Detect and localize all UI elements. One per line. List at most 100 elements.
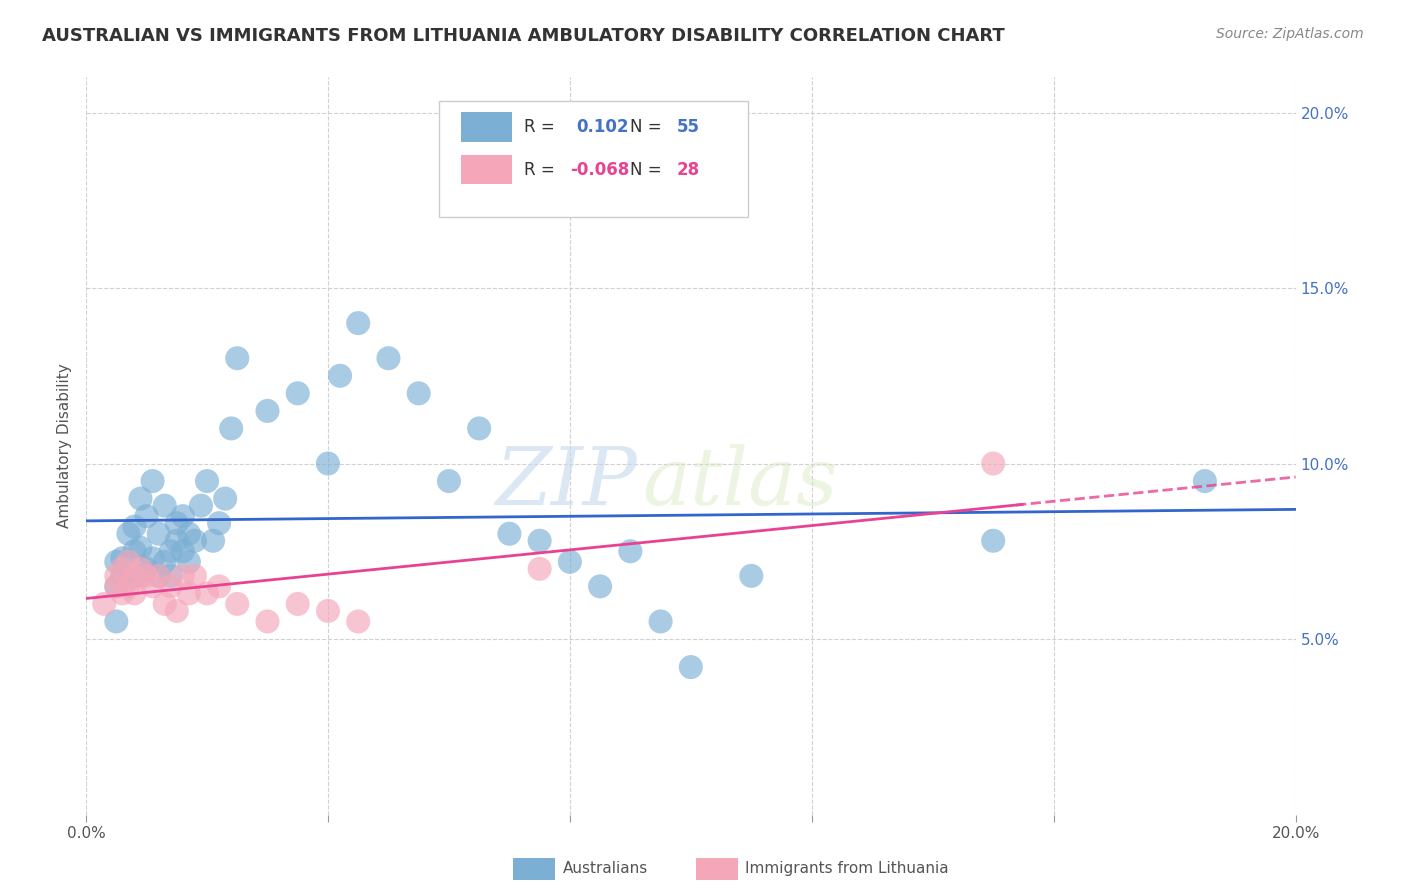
Point [377, 351, 399, 366]
Point [347, 316, 370, 330]
Text: R =: R = [524, 161, 554, 178]
Point [316, 457, 339, 471]
Text: 55: 55 [676, 118, 699, 136]
Point [219, 421, 242, 435]
Point [129, 541, 152, 555]
Point [105, 615, 128, 629]
FancyBboxPatch shape [439, 101, 748, 218]
Point [650, 615, 672, 629]
Point [135, 569, 157, 583]
Point [148, 526, 170, 541]
Text: 28: 28 [676, 161, 699, 178]
Point [159, 579, 181, 593]
Point [177, 586, 200, 600]
Text: atlas: atlas [643, 444, 838, 522]
Point [117, 526, 139, 541]
Text: AUSTRALIAN VS IMMIGRANTS FROM LITHUANIA AMBULATORY DISABILITY CORRELATION CHART: AUSTRALIAN VS IMMIGRANTS FROM LITHUANIA … [42, 27, 1005, 45]
Point [135, 562, 157, 576]
Text: Australians: Australians [562, 862, 648, 876]
Point [124, 586, 146, 600]
Y-axis label: Ambulatory Disability: Ambulatory Disability [58, 364, 72, 528]
Point [124, 544, 146, 558]
Point [111, 586, 134, 600]
Point [159, 569, 181, 583]
Point [287, 386, 309, 401]
Point [93, 597, 115, 611]
Point [619, 544, 641, 558]
Point [129, 569, 152, 583]
Point [142, 551, 165, 566]
Point [166, 516, 188, 531]
Point [679, 660, 702, 674]
Point [589, 579, 612, 593]
Text: 0.102: 0.102 [576, 118, 628, 136]
Text: Immigrants from Lithuania: Immigrants from Lithuania [745, 862, 949, 876]
Point [184, 533, 207, 548]
Point [981, 457, 1004, 471]
Point [981, 533, 1004, 548]
Point [437, 474, 460, 488]
Point [195, 474, 218, 488]
Point [329, 368, 352, 383]
Point [347, 615, 370, 629]
Point [184, 569, 207, 583]
Text: ZIP: ZIP [495, 444, 637, 522]
Point [529, 533, 551, 548]
FancyBboxPatch shape [461, 112, 512, 142]
Text: R =: R = [524, 118, 554, 136]
Point [256, 404, 278, 418]
Point [202, 533, 225, 548]
Point [117, 572, 139, 586]
Point [208, 516, 231, 531]
Point [117, 579, 139, 593]
Point [166, 604, 188, 618]
Point [740, 569, 762, 583]
Point [111, 551, 134, 566]
Point [529, 562, 551, 576]
Point [226, 351, 249, 366]
Point [226, 597, 249, 611]
Point [558, 555, 581, 569]
Point [287, 597, 309, 611]
Point [316, 604, 339, 618]
Text: Source: ZipAtlas.com: Source: ZipAtlas.com [1216, 27, 1364, 41]
Point [214, 491, 236, 506]
Point [256, 615, 278, 629]
Point [117, 555, 139, 569]
Point [105, 555, 128, 569]
Point [498, 526, 520, 541]
Point [190, 499, 212, 513]
Point [468, 421, 491, 435]
Point [105, 579, 128, 593]
Point [135, 509, 157, 524]
Point [159, 544, 181, 558]
Point [153, 555, 176, 569]
Point [172, 509, 194, 524]
Point [124, 569, 146, 583]
Point [1194, 474, 1216, 488]
Point [166, 533, 188, 548]
Point [153, 597, 176, 611]
Point [129, 562, 152, 576]
Point [142, 579, 165, 593]
Point [142, 474, 165, 488]
Point [111, 562, 134, 576]
Point [177, 526, 200, 541]
Point [111, 569, 134, 583]
Text: -0.068: -0.068 [569, 161, 628, 178]
Point [172, 544, 194, 558]
Point [408, 386, 430, 401]
Point [105, 569, 128, 583]
Point [153, 499, 176, 513]
Point [148, 569, 170, 583]
Point [208, 579, 231, 593]
Text: N =: N = [630, 161, 662, 178]
Point [177, 555, 200, 569]
Point [172, 569, 194, 583]
Point [195, 586, 218, 600]
Point [148, 569, 170, 583]
Text: N =: N = [630, 118, 662, 136]
Point [129, 491, 152, 506]
FancyBboxPatch shape [461, 155, 512, 185]
Point [105, 579, 128, 593]
